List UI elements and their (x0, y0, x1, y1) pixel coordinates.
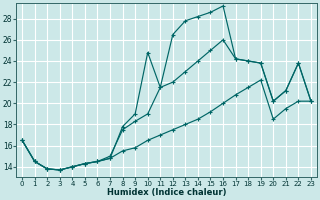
X-axis label: Humidex (Indice chaleur): Humidex (Indice chaleur) (107, 188, 226, 197)
